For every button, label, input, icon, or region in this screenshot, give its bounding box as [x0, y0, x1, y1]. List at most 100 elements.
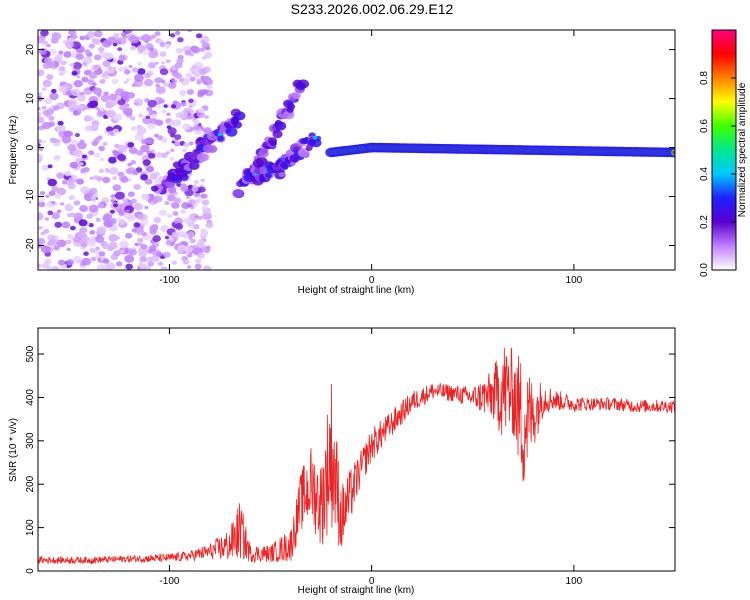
spectrogram-blob: [52, 105, 60, 111]
spectrogram-blob: [41, 139, 46, 144]
spectrogram-blob: [48, 121, 55, 127]
spectrogram-blob: [42, 79, 52, 88]
spectrogram-blob: [88, 150, 95, 156]
snr-xlabel: Height of straight line (km): [298, 585, 415, 596]
snr-ytick-label: 500: [25, 345, 36, 362]
spectrogram-blob: [140, 244, 148, 250]
spectrogram-blob: [90, 124, 99, 132]
spectrogram-blob: [130, 198, 138, 204]
spectrogram-blob: [112, 184, 122, 192]
spectrogram-blob: [138, 262, 147, 269]
spectrogram-blob: [125, 77, 131, 82]
spectrogram-blob: [108, 233, 119, 242]
spectrogram-blob: [139, 256, 147, 263]
spectrogram-blob: [162, 251, 171, 258]
spectrogram-blob: [108, 167, 119, 175]
spectrogram-blob: [74, 133, 80, 138]
spectrogram-blob: [105, 66, 115, 74]
spectrogram-blob: [171, 119, 182, 127]
spectrogram-blob: [75, 53, 84, 60]
spectrogram-blob: [109, 217, 117, 224]
spectrogram-blob: [174, 141, 181, 147]
spectrogram-blob: [137, 68, 146, 75]
spectrogram-blob: [194, 263, 202, 270]
spectrogram-blob: [200, 228, 206, 233]
snr-ytick-label: 200: [25, 475, 36, 492]
spectrogram-blob: [112, 176, 118, 181]
spectrogram-blob: [38, 147, 44, 152]
spectrogram-blob: [133, 184, 141, 191]
spectrogram-blob: [54, 193, 62, 199]
spectrogram-blob: [156, 105, 162, 109]
spectrogram-blob: [287, 103, 296, 110]
colorbar-label: Normalized spectral amplitude: [737, 82, 748, 217]
spectrogram-blob: [187, 30, 193, 33]
spectrogram-blob: [129, 45, 137, 51]
spectrogram-ytick-label: 10: [25, 93, 36, 105]
spectrogram-blob: [196, 240, 206, 248]
spectrogram-blob: [105, 126, 114, 133]
spectrogram-blob: [183, 142, 190, 148]
spectrogram-blob: [57, 259, 66, 266]
spectrogram-blob: [125, 209, 130, 213]
spectrogram-blob: [160, 225, 169, 233]
spectrogram-blob: [125, 263, 133, 270]
spectrogram-blob: [66, 259, 75, 266]
spectrogram-blob: [158, 98, 165, 104]
spectrogram-blob: [151, 255, 160, 263]
spectrogram-ylabel: Frequency (Hz): [8, 116, 19, 185]
snr-ytick-label: 0: [25, 568, 36, 574]
spectrogram-blob: [154, 31, 161, 36]
spectrogram-blob: [180, 101, 187, 107]
spectrogram-blob: [108, 156, 117, 164]
spectrogram-blob: [205, 46, 211, 51]
spectrogram-blob: [167, 127, 177, 135]
spectrogram-blob: [199, 47, 206, 53]
spectrogram-blob: [44, 258, 52, 265]
spectrogram-blob: [122, 107, 133, 116]
snr-xtick-label: 100: [566, 576, 583, 587]
spectrogram-blob: [174, 222, 184, 230]
spectrogram-blob: [63, 130, 72, 138]
spectrogram-blob: [131, 83, 136, 87]
spectrogram-blob: [38, 212, 44, 221]
spectrogram-blob: [280, 113, 288, 120]
spectrogram-blob: [153, 217, 162, 224]
spectrogram-ytick-label: 20: [25, 44, 36, 56]
spectrogram-blob: [149, 173, 158, 180]
spectrogram-blob: [93, 30, 103, 38]
spectrogram-blob: [95, 106, 100, 111]
spectrogram-blob: [147, 261, 155, 267]
spectrogram-blob: [86, 31, 96, 39]
spectrogram-blob: [90, 100, 99, 107]
spectrogram-blob: [184, 246, 193, 253]
spectrogram-blob: [165, 59, 171, 64]
spectrogram-blob: [48, 48, 57, 55]
spectrogram-blob: [132, 170, 139, 175]
spectrogram-blob: [127, 141, 135, 148]
spectrogram-blob: [45, 108, 55, 115]
spectrogram-blob: [112, 149, 118, 155]
spectrogram-blob: [155, 119, 164, 126]
spectrogram-blob: [88, 204, 99, 213]
spectrogram-blob: [57, 120, 64, 126]
spectrogram-blob: [95, 217, 101, 222]
spectrogram-blob: [170, 201, 180, 209]
spectrogram-blob: [171, 260, 177, 265]
spectrogram-blob: [150, 149, 155, 153]
spectrogram-blob: [120, 176, 129, 183]
figure-title: S233.2026.002.06.29.E12: [291, 1, 454, 17]
spectrogram-blob: [38, 154, 44, 162]
spectrogram-blob: [136, 213, 144, 220]
spectrogram-blob: [169, 133, 176, 138]
spectrogram-blob: [123, 69, 131, 75]
spectrogram-blob: [102, 258, 110, 264]
spectrogram-blob: [191, 46, 201, 54]
spectrogram-blob: [159, 51, 167, 58]
spectrogram-blob: [117, 67, 124, 72]
spectrogram-blob: [93, 175, 100, 181]
spectrogram-blob: [56, 187, 67, 196]
spectrogram-blob: [83, 251, 89, 256]
spectrogram-blob: [98, 168, 105, 174]
spectrogram-blob: [129, 35, 140, 44]
